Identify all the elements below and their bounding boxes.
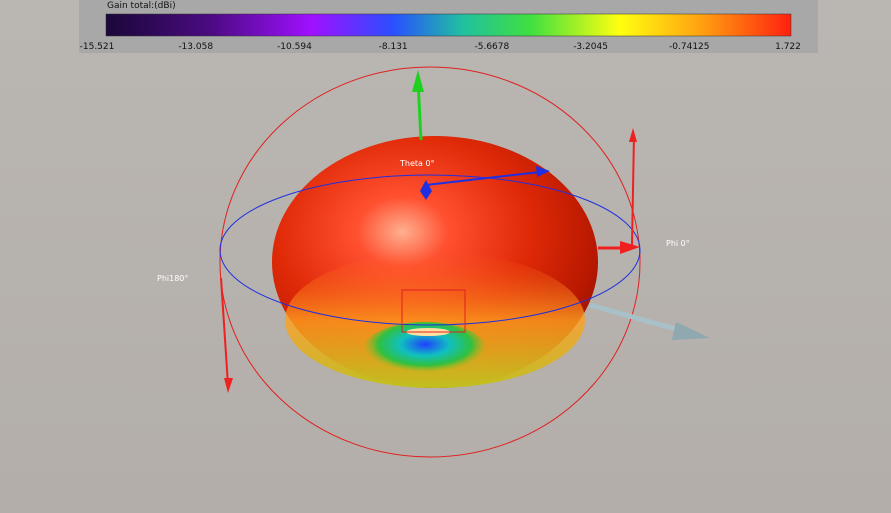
pattern-underside: [285, 252, 585, 388]
theta-marker: [420, 180, 432, 200]
colorbar-tick-label: -10.594: [277, 42, 312, 52]
colorbar-ticks: -15.521 -13.058 -10.594 -8.131 -5.6678 -3.204…: [80, 42, 801, 52]
phi180-head: [224, 378, 233, 393]
colorbar-tick-label: 1.722: [775, 42, 801, 52]
phi0-up-head: [629, 128, 637, 142]
phi180-arrow: [220, 277, 229, 386]
antenna-box: [401, 289, 466, 333]
phi0-head: [620, 241, 640, 254]
x-axis-head: [672, 322, 710, 340]
theta-circle: [219, 174, 641, 326]
colorbar-tick-label: -8.131: [379, 42, 408, 52]
colorbar-tick-label: -5.6678: [474, 42, 509, 52]
x-axis-arrow: [589, 302, 691, 336]
colorbar-tick-label: -13.058: [178, 42, 213, 52]
colorbar-tick-label: -3.2045: [573, 42, 608, 52]
colorbar-title: Gain total:(dBi): [107, 1, 176, 11]
phi-arrow-head: [536, 166, 550, 177]
phi-circle: [219, 66, 641, 458]
phi-arrow: [425, 171, 541, 186]
phi180-label: Phi180°: [157, 274, 188, 283]
colorbar-tick-label: -0.74125: [669, 42, 709, 52]
theta-label: Theta 0°: [399, 159, 435, 168]
pattern-null: [363, 322, 487, 378]
phi0-up-arrow: [631, 134, 635, 246]
colorbar-tick-label: -15.521: [80, 42, 115, 52]
phi0-label: Phi 0°: [666, 239, 690, 248]
z-axis-head: [412, 70, 424, 92]
colorbar: [105, 13, 792, 37]
